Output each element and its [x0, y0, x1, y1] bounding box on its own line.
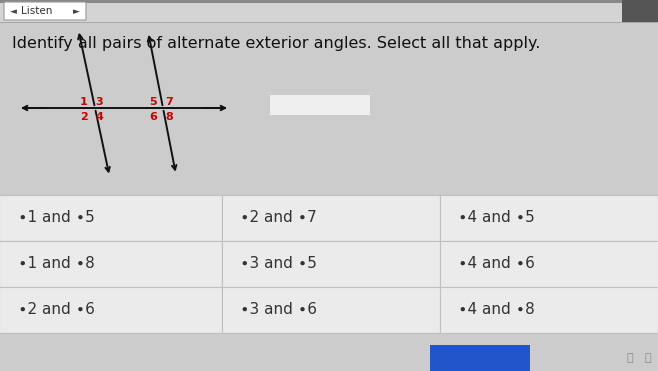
Bar [0, 0, 658, 3]
Bar [1, 196, 221, 240]
Text: ∙4 and ∙8: ∙4 and ∙8 [458, 302, 535, 318]
Text: ∙2 and ∙7: ∙2 and ∙7 [240, 210, 316, 226]
Bar [0, 0, 658, 22]
Text: 1: 1 [80, 97, 88, 107]
Bar [223, 288, 439, 332]
Bar [223, 196, 439, 240]
Text: ∙1 and ∙8: ∙1 and ∙8 [18, 256, 95, 272]
Bar [1, 288, 221, 332]
Bar [223, 242, 439, 286]
Text: Identify all pairs of alternate exterior angles. Select all that apply.: Identify all pairs of alternate exterior… [12, 36, 540, 51]
Bar [270, 95, 370, 115]
Text: ⬜: ⬜ [645, 353, 651, 363]
Text: 5: 5 [149, 97, 157, 107]
Text: 2: 2 [80, 112, 88, 122]
Bar [441, 196, 657, 240]
Bar [1, 242, 221, 286]
Text: ⬜: ⬜ [626, 353, 633, 363]
Text: ∙3 and ∙5: ∙3 and ∙5 [240, 256, 317, 272]
Text: Listen: Listen [21, 7, 53, 16]
Bar [0, 195, 658, 333]
Bar [441, 288, 657, 332]
Text: 8: 8 [165, 112, 173, 122]
Text: ∙2 and ∙6: ∙2 and ∙6 [18, 302, 95, 318]
Text: ∙4 and ∙5: ∙4 and ∙5 [458, 210, 535, 226]
Bar [441, 242, 657, 286]
Text: ∙3 and ∙6: ∙3 and ∙6 [240, 302, 317, 318]
Bar [622, 0, 658, 22]
Text: ◄: ◄ [10, 7, 16, 16]
Text: 3: 3 [95, 97, 103, 107]
FancyBboxPatch shape [4, 2, 86, 20]
Text: ∙1 and ∙5: ∙1 and ∙5 [18, 210, 95, 226]
Text: 7: 7 [165, 97, 173, 107]
Text: ∙4 and ∙6: ∙4 and ∙6 [458, 256, 535, 272]
Text: 6: 6 [149, 112, 157, 122]
Text: ►: ► [72, 7, 80, 16]
Bar [430, 345, 530, 371]
Text: 4: 4 [95, 112, 103, 122]
